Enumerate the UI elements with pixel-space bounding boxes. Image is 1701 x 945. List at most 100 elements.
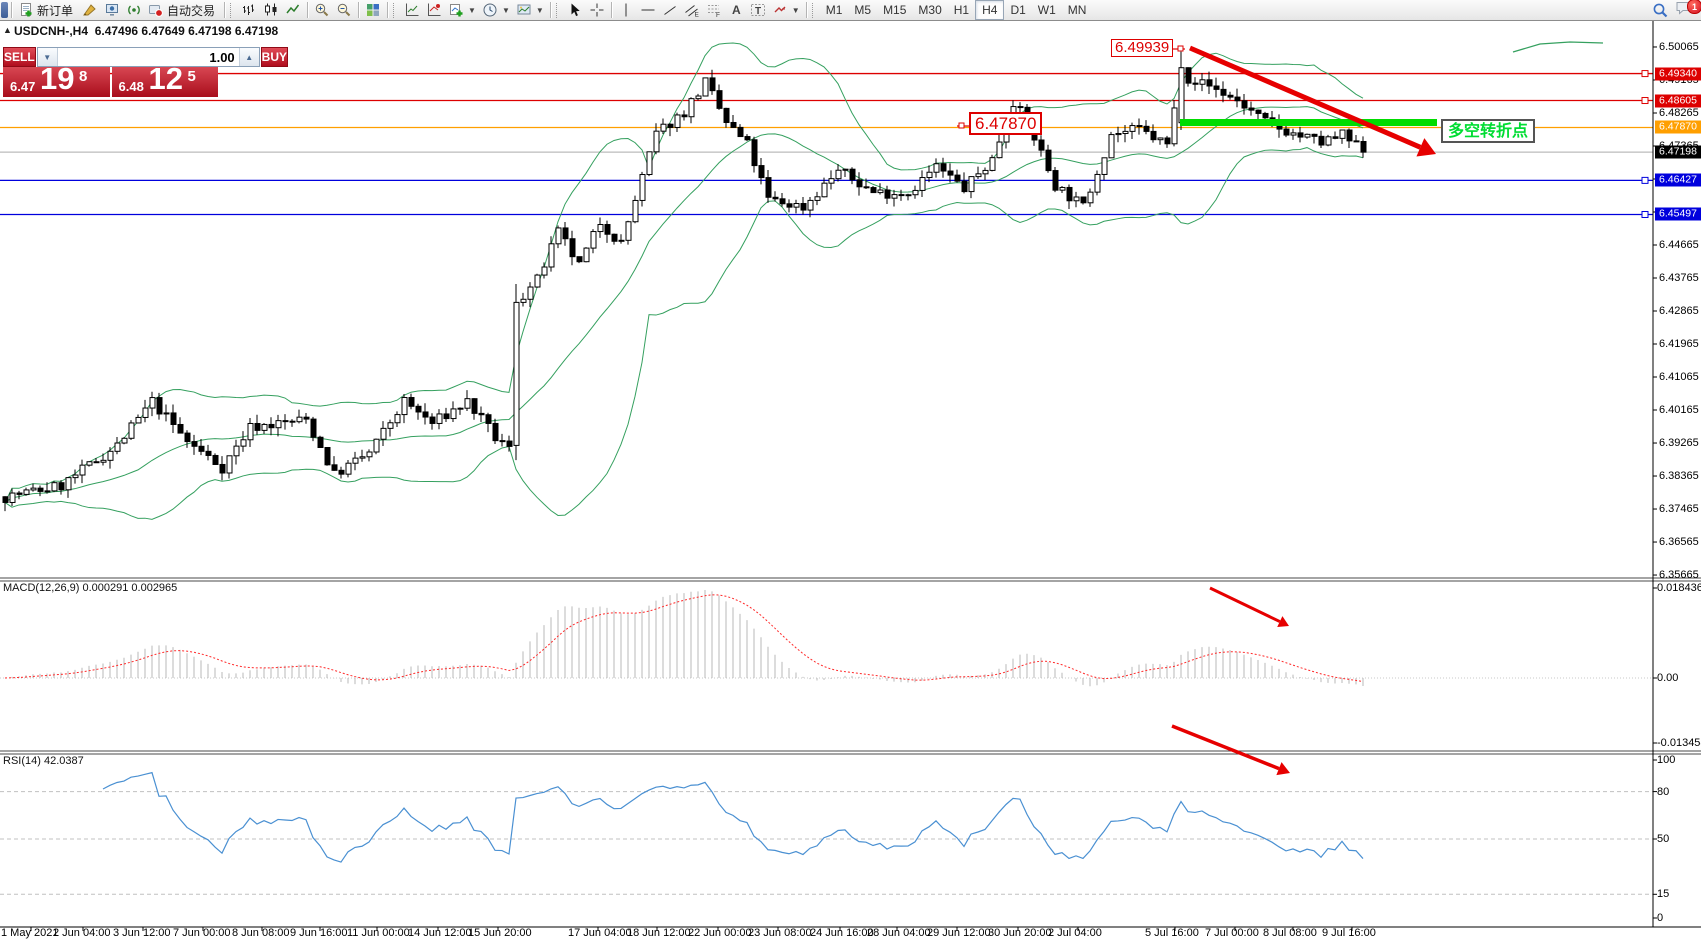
- crosshair-button[interactable]: [586, 0, 608, 20]
- timeframe-button-h4[interactable]: H4: [975, 0, 1005, 20]
- buy-button[interactable]: BUY: [260, 47, 289, 67]
- cursor-icon: [571, 3, 580, 17]
- sell-price-pip: 8: [79, 68, 88, 85]
- search-icon[interactable]: [1652, 2, 1669, 19]
- panel-separators: [0, 577, 1701, 755]
- terminal-icon: [106, 4, 119, 16]
- horizontal-line-button[interactable]: [637, 0, 659, 20]
- buy-price-prefix: 6.48: [118, 79, 144, 94]
- arrows-button[interactable]: ▼: [769, 0, 803, 20]
- timeframe-button-d1[interactable]: D1: [1010, 3, 1026, 17]
- svg-text:E: E: [694, 12, 699, 19]
- vertical-line-icon: [625, 3, 627, 17]
- signal-icon: [128, 5, 140, 15]
- volume-input[interactable]: [57, 48, 239, 66]
- trendline-button[interactable]: [659, 0, 681, 20]
- toolbar-separator: [224, 2, 226, 18]
- sell-price-big: 19: [40, 67, 75, 96]
- template-image-icon: [517, 4, 531, 15]
- toolbar-separator: [11, 2, 12, 18]
- toolbar-grip: [230, 2, 234, 18]
- text-icon: A: [732, 3, 741, 17]
- timeframe-button-m1[interactable]: M1: [825, 3, 843, 17]
- candlestick-chart-button[interactable]: [260, 0, 282, 20]
- line-chart-button[interactable]: [282, 0, 304, 20]
- one-click-collapse[interactable]: ▲: [3, 25, 12, 35]
- volume-spinner: ▼ ▲: [36, 47, 260, 67]
- chart-window: ▲ USDCNH-,H4 6.47496 6.47649 6.47198 6.4…: [0, 21, 1701, 945]
- axes: [0, 21, 1701, 931]
- notification-count-badge: 1: [1687, 0, 1701, 14]
- annotation-support-price[interactable]: 6.47870: [969, 112, 1043, 135]
- indicator-plus-icon: [450, 4, 463, 17]
- timeframe-button-m5[interactable]: M5: [854, 3, 872, 17]
- toolbar: 新订单 自动交易: [0, 0, 1701, 21]
- new-order-label: 新订单: [37, 3, 74, 18]
- timeframe-button-m30[interactable]: M30: [918, 3, 942, 17]
- timeframe-button-m15[interactable]: M15: [883, 3, 907, 17]
- timeframe-button-h1[interactable]: H1: [953, 3, 970, 17]
- text-label-icon: T: [750, 4, 765, 17]
- zoom-out-button[interactable]: [333, 0, 355, 20]
- objects-list-button[interactable]: [423, 0, 445, 20]
- toolbar-grip: [393, 2, 397, 18]
- tile-windows-icon: [367, 4, 380, 16]
- bollinger-bands: [4, 42, 1364, 520]
- annotation-note-text[interactable]: 多空转折点: [1441, 119, 1536, 143]
- new-order-icon: [21, 3, 32, 17]
- timeframe-button-mn[interactable]: MN: [1067, 3, 1087, 17]
- toolbar-grip: [811, 2, 816, 18]
- macd-indicator: [0, 590, 1653, 687]
- sell-price[interactable]: 6.47 19 8: [3, 67, 110, 97]
- rsi-indicator: [0, 771, 1653, 895]
- dropdown-caret: ▼: [468, 5, 476, 15]
- equidistant-channel-button[interactable]: E: [681, 0, 703, 20]
- tile-windows-button[interactable]: [362, 0, 384, 20]
- crayon-icon: [83, 4, 96, 16]
- buy-price[interactable]: 6.48 12 5: [111, 67, 218, 97]
- chart-marker-icon: [428, 3, 441, 16]
- svg-text:F: F: [716, 12, 720, 18]
- horizontal-lines: [0, 70, 1653, 218]
- timeframe-button-w1[interactable]: W1: [1037, 3, 1056, 17]
- one-click-trading-panel: SELL ▼ ▲ BUY 6.47 19 8 6.48 12 5: [3, 47, 289, 97]
- volume-increase-button[interactable]: ▲: [238, 48, 259, 66]
- zoom-out-icon: [337, 3, 351, 17]
- new-order-button[interactable]: 新订单: [15, 0, 79, 20]
- chart-title: USDCNH-,H4 6.47496 6.47649 6.47198 6.471…: [14, 24, 278, 38]
- data-window-button[interactable]: [401, 0, 423, 20]
- sell-button[interactable]: SELL: [3, 47, 36, 67]
- crosshair-icon: [590, 3, 604, 17]
- dropdown-caret: ▼: [501, 5, 510, 15]
- bar-chart-button[interactable]: [238, 0, 260, 20]
- signals-button[interactable]: [123, 0, 145, 20]
- zoom-in-icon: [315, 3, 329, 17]
- cursor-button[interactable]: [564, 0, 586, 20]
- annotation-peak-price[interactable]: 6.49939: [1111, 39, 1174, 57]
- buy-price-big: 12: [148, 67, 183, 96]
- autotrading-button[interactable]: 自动交易: [145, 0, 221, 20]
- dropdown-caret: ▼: [535, 5, 544, 15]
- timeframe-group: M1 M5 M15 M30 H1 H4 D1 W1 MN: [820, 0, 1093, 20]
- add-indicator-button[interactable]: ▼: [445, 0, 479, 20]
- candles: [2, 51, 1367, 512]
- volume-decrease-button[interactable]: ▼: [37, 48, 58, 66]
- toolbar-separator: [610, 2, 612, 18]
- templates-button[interactable]: ▼: [513, 0, 547, 20]
- fibonacci-button[interactable]: F: [703, 0, 725, 20]
- autotrade-icon: [149, 5, 163, 17]
- periods-button[interactable]: ▼: [479, 0, 513, 20]
- vertical-line-button[interactable]: [615, 0, 637, 20]
- notifications-button[interactable]: 1: [1675, 0, 1701, 20]
- rsi-label: RSI(14) 42.0387: [3, 755, 84, 767]
- text-label-button[interactable]: T: [747, 0, 769, 20]
- terminal-button[interactable]: [101, 0, 123, 20]
- text-button[interactable]: A: [725, 0, 747, 20]
- zoom-in-button[interactable]: [311, 0, 333, 20]
- toolbar-right: 1: [1652, 0, 1701, 20]
- fibonacci-icon: F: [707, 5, 720, 18]
- styles-button[interactable]: [79, 0, 101, 20]
- toolbar-separator: [805, 2, 807, 18]
- candlestick-icon: [265, 3, 277, 16]
